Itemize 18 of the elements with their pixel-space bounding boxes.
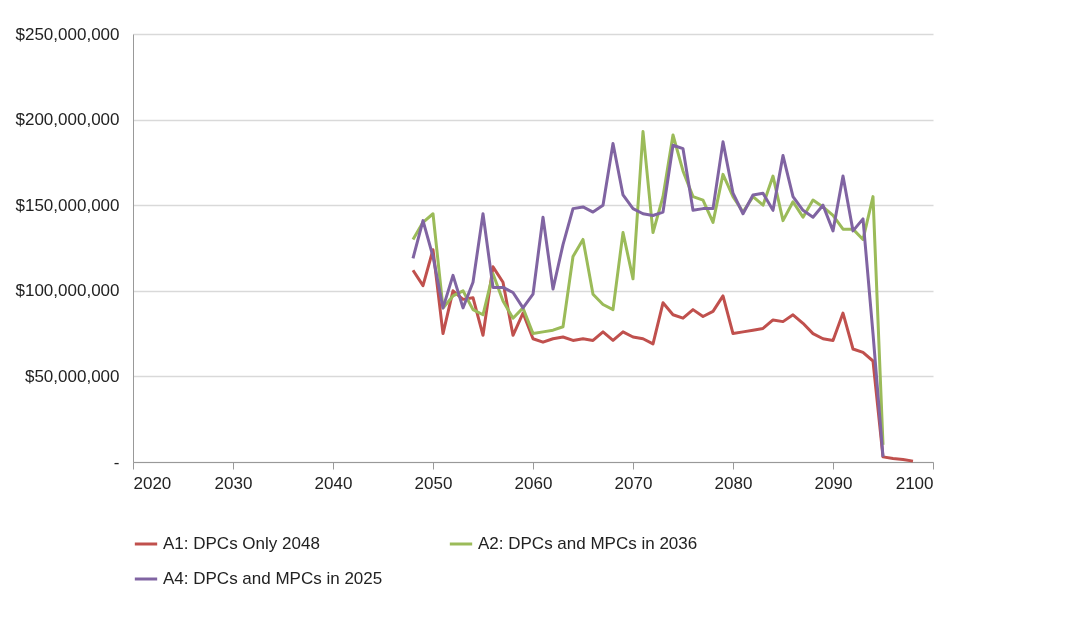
x-tick-label: 2100 <box>895 473 934 493</box>
legend-label: A4: DPCs and MPCs in 2025 <box>163 569 383 588</box>
x-tick-label: 2030 <box>214 473 253 493</box>
x-tick-label: 2090 <box>814 473 853 493</box>
y-tick-label: - <box>113 452 120 472</box>
legend-label: A2: DPCs and MPCs in 2036 <box>478 534 698 553</box>
y-tick-label: $250,000,000 <box>15 24 120 44</box>
x-tick-label: 2040 <box>314 473 353 493</box>
y-tick-label: $200,000,000 <box>15 110 120 130</box>
x-tick-label: 2070 <box>614 473 653 493</box>
y-tick-label: $150,000,000 <box>15 195 120 215</box>
y-tick-label: $100,000,000 <box>15 281 120 301</box>
x-tick-label: 2050 <box>414 473 453 493</box>
x-tick-label: 2020 <box>133 473 172 493</box>
x-tick-label: 2060 <box>514 473 553 493</box>
x-tick-label: 2080 <box>714 473 753 493</box>
legend-label: A1: DPCs Only 2048 <box>163 534 320 553</box>
y-tick-label: $50,000,000 <box>24 366 120 386</box>
